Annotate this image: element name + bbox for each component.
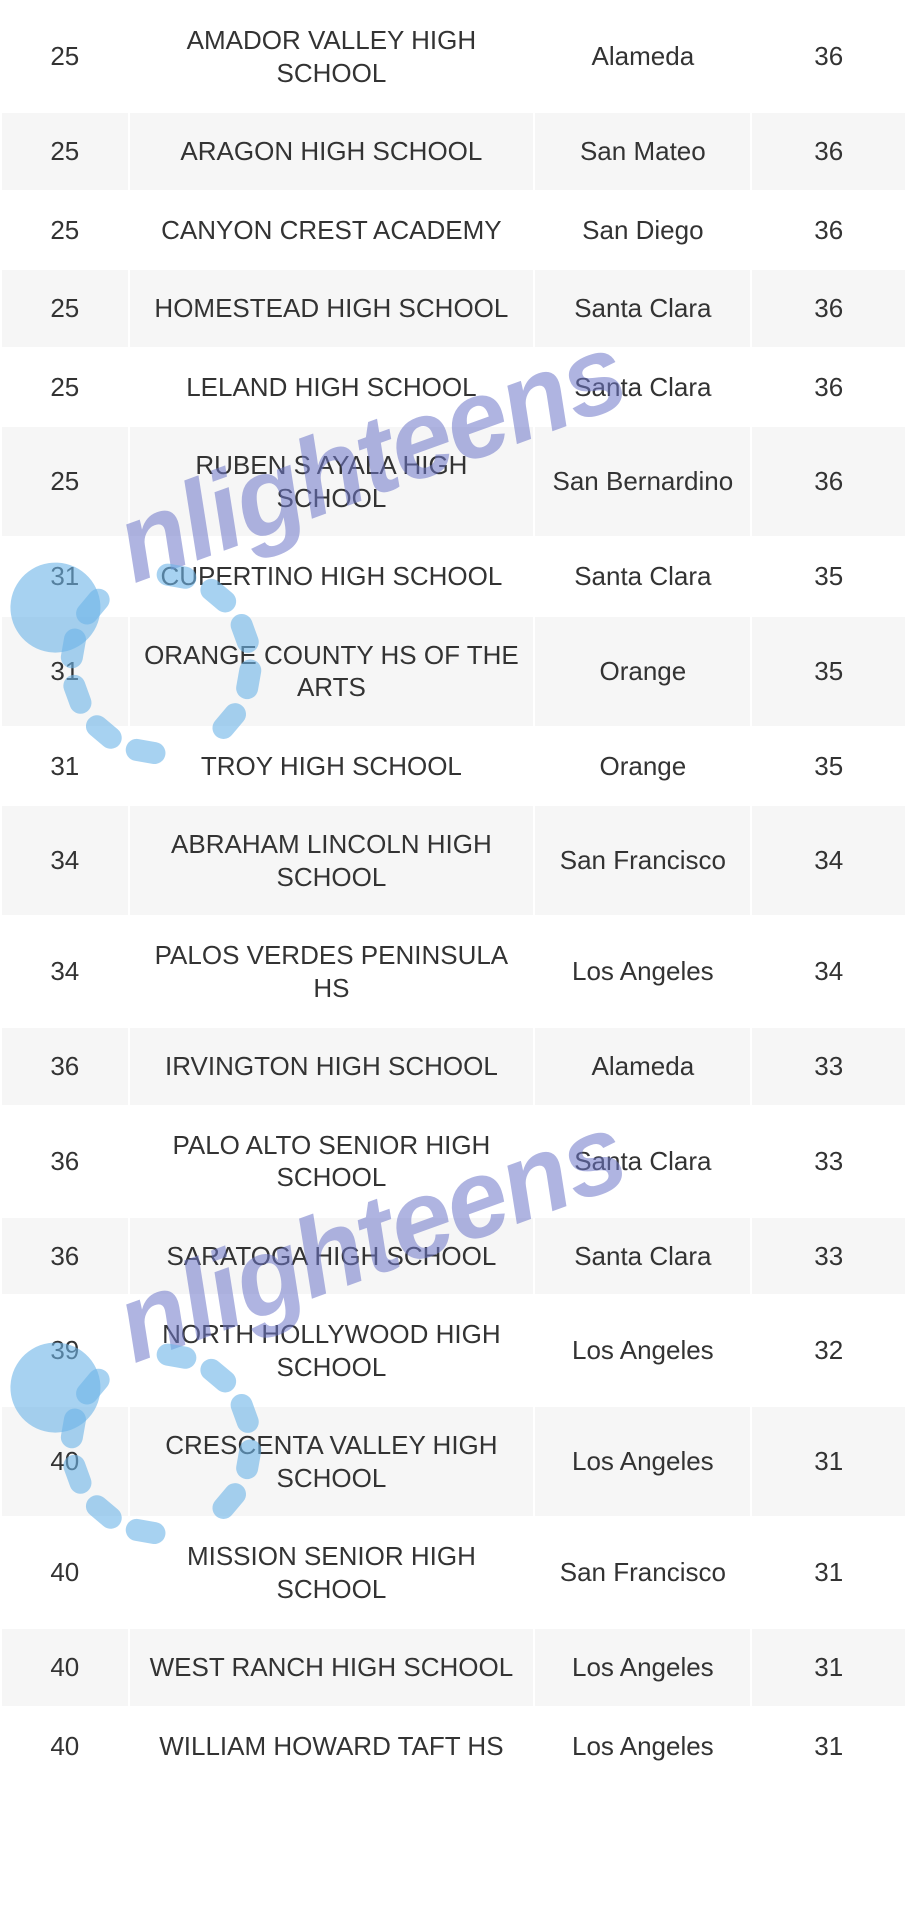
cell-rank: 31 — [2, 617, 128, 726]
cell-county: San Mateo — [535, 113, 750, 190]
table-row: 25CANYON CREST ACADEMYSan Diego36 — [2, 192, 905, 269]
cell-score: 36 — [752, 192, 905, 269]
cell-school: LELAND HIGH SCHOOL — [130, 349, 534, 426]
table-row: 36PALO ALTO SENIOR HIGH SCHOOLSanta Clar… — [2, 1107, 905, 1216]
table-row: 31ORANGE COUNTY HS OF THE ARTSOrange35 — [2, 617, 905, 726]
cell-rank: 39 — [2, 1296, 128, 1405]
cell-county: San Bernardino — [535, 427, 750, 536]
table-row: 40MISSION SENIOR HIGH SCHOOLSan Francisc… — [2, 1518, 905, 1627]
cell-score: 36 — [752, 349, 905, 426]
cell-school: CANYON CREST ACADEMY — [130, 192, 534, 269]
cell-county: Santa Clara — [535, 538, 750, 615]
cell-rank: 25 — [2, 427, 128, 536]
cell-score: 31 — [752, 1629, 905, 1706]
cell-school: PALOS VERDES PENINSULA HS — [130, 917, 534, 1026]
cell-score: 35 — [752, 728, 905, 805]
cell-school: TROY HIGH SCHOOL — [130, 728, 534, 805]
cell-school: AMADOR VALLEY HIGH SCHOOL — [130, 2, 534, 111]
table-row: 31TROY HIGH SCHOOLOrange35 — [2, 728, 905, 805]
table-row: 34ABRAHAM LINCOLN HIGH SCHOOLSan Francis… — [2, 806, 905, 915]
cell-county: Santa Clara — [535, 1107, 750, 1216]
cell-rank: 25 — [2, 2, 128, 111]
cell-score: 31 — [752, 1407, 905, 1516]
cell-school: CRESCENTA VALLEY HIGH SCHOOL — [130, 1407, 534, 1516]
cell-score: 35 — [752, 617, 905, 726]
cell-score: 32 — [752, 1296, 905, 1405]
table-row: 34PALOS VERDES PENINSULA HSLos Angeles34 — [2, 917, 905, 1026]
cell-county: Santa Clara — [535, 1218, 750, 1295]
cell-school: WILLIAM HOWARD TAFT HS — [130, 1708, 534, 1785]
table-row: 36IRVINGTON HIGH SCHOOLAlameda33 — [2, 1028, 905, 1105]
cell-score: 36 — [752, 427, 905, 536]
table-row: 36SARATOGA HIGH SCHOOLSanta Clara33 — [2, 1218, 905, 1295]
table-row: 39NORTH HOLLYWOOD HIGH SCHOOLLos Angeles… — [2, 1296, 905, 1405]
schools-table: 25AMADOR VALLEY HIGH SCHOOLAlameda3625AR… — [0, 0, 907, 1786]
cell-score: 35 — [752, 538, 905, 615]
cell-school: NORTH HOLLYWOOD HIGH SCHOOL — [130, 1296, 534, 1405]
cell-rank: 34 — [2, 917, 128, 1026]
cell-score: 33 — [752, 1218, 905, 1295]
cell-rank: 34 — [2, 806, 128, 915]
cell-county: Alameda — [535, 1028, 750, 1105]
table-row: 25ARAGON HIGH SCHOOLSan Mateo36 — [2, 113, 905, 190]
cell-rank: 25 — [2, 113, 128, 190]
cell-rank: 40 — [2, 1518, 128, 1627]
cell-county: San Francisco — [535, 806, 750, 915]
cell-score: 33 — [752, 1028, 905, 1105]
cell-county: Orange — [535, 728, 750, 805]
cell-county: Los Angeles — [535, 1407, 750, 1516]
cell-county: Los Angeles — [535, 917, 750, 1026]
cell-score: 36 — [752, 113, 905, 190]
cell-school: SARATOGA HIGH SCHOOL — [130, 1218, 534, 1295]
cell-rank: 31 — [2, 728, 128, 805]
cell-rank: 31 — [2, 538, 128, 615]
table-row: 25HOMESTEAD HIGH SCHOOLSanta Clara36 — [2, 270, 905, 347]
cell-county: Orange — [535, 617, 750, 726]
cell-rank: 40 — [2, 1407, 128, 1516]
cell-county: Santa Clara — [535, 349, 750, 426]
cell-county: San Francisco — [535, 1518, 750, 1627]
cell-school: RUBEN S AYALA HIGH SCHOOL — [130, 427, 534, 536]
cell-school: HOMESTEAD HIGH SCHOOL — [130, 270, 534, 347]
cell-school: PALO ALTO SENIOR HIGH SCHOOL — [130, 1107, 534, 1216]
cell-score: 33 — [752, 1107, 905, 1216]
cell-rank: 36 — [2, 1028, 128, 1105]
schools-table-body: 25AMADOR VALLEY HIGH SCHOOLAlameda3625AR… — [2, 2, 905, 1784]
cell-rank: 36 — [2, 1218, 128, 1295]
cell-rank: 25 — [2, 349, 128, 426]
cell-county: Los Angeles — [535, 1708, 750, 1785]
cell-school: MISSION SENIOR HIGH SCHOOL — [130, 1518, 534, 1627]
cell-school: ARAGON HIGH SCHOOL — [130, 113, 534, 190]
cell-school: CUPERTINO HIGH SCHOOL — [130, 538, 534, 615]
cell-rank: 25 — [2, 270, 128, 347]
cell-school: ORANGE COUNTY HS OF THE ARTS — [130, 617, 534, 726]
table-row: 25RUBEN S AYALA HIGH SCHOOLSan Bernardin… — [2, 427, 905, 536]
table-row: 25AMADOR VALLEY HIGH SCHOOLAlameda36 — [2, 2, 905, 111]
cell-score: 31 — [752, 1708, 905, 1785]
cell-county: San Diego — [535, 192, 750, 269]
cell-school: WEST RANCH HIGH SCHOOL — [130, 1629, 534, 1706]
cell-rank: 40 — [2, 1708, 128, 1785]
cell-county: Los Angeles — [535, 1296, 750, 1405]
cell-school: ABRAHAM LINCOLN HIGH SCHOOL — [130, 806, 534, 915]
table-row: 40WEST RANCH HIGH SCHOOLLos Angeles31 — [2, 1629, 905, 1706]
cell-score: 36 — [752, 270, 905, 347]
cell-rank: 36 — [2, 1107, 128, 1216]
cell-score: 34 — [752, 806, 905, 915]
table-row: 31CUPERTINO HIGH SCHOOLSanta Clara35 — [2, 538, 905, 615]
table-row: 25LELAND HIGH SCHOOLSanta Clara36 — [2, 349, 905, 426]
cell-county: Santa Clara — [535, 270, 750, 347]
schools-table-wrap: nlighteensnlighteens 25AMADOR VALLEY HIG… — [0, 0, 907, 1786]
table-row: 40CRESCENTA VALLEY HIGH SCHOOLLos Angele… — [2, 1407, 905, 1516]
cell-score: 34 — [752, 917, 905, 1026]
cell-school: IRVINGTON HIGH SCHOOL — [130, 1028, 534, 1105]
cell-score: 36 — [752, 2, 905, 111]
cell-rank: 40 — [2, 1629, 128, 1706]
cell-county: Alameda — [535, 2, 750, 111]
cell-score: 31 — [752, 1518, 905, 1627]
table-row: 40WILLIAM HOWARD TAFT HSLos Angeles31 — [2, 1708, 905, 1785]
cell-county: Los Angeles — [535, 1629, 750, 1706]
cell-rank: 25 — [2, 192, 128, 269]
